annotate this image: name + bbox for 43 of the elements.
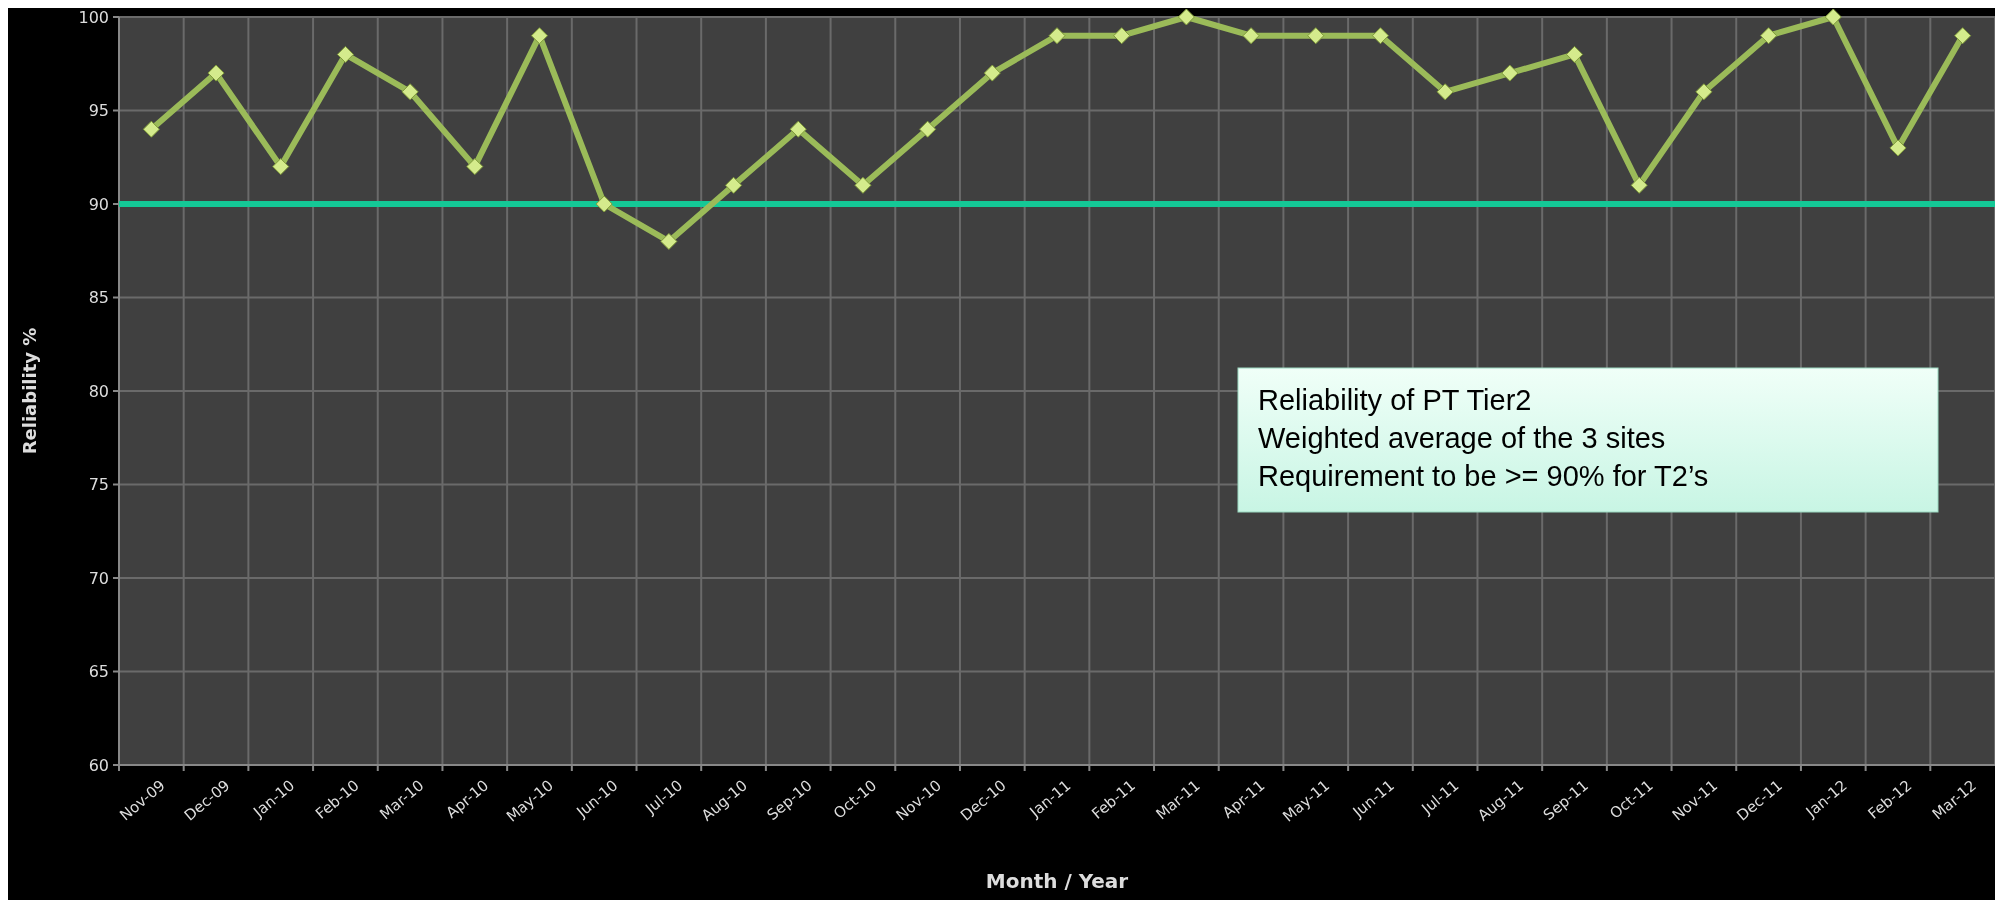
y-tick-label: 70 [88,568,109,588]
y-tick-label: 75 [88,475,109,495]
point [1889,139,1907,157]
point [789,120,807,138]
point [1048,27,1066,45]
point [1113,27,1131,45]
y-tick-label: 60 [88,755,109,775]
point [595,195,613,213]
y-tick-label: 80 [88,381,109,401]
y-tick-label: 100 [78,7,109,27]
y-tick-label: 90 [88,194,109,214]
point [272,158,290,176]
point [919,120,937,138]
point [660,232,678,250]
y-tick-label: 95 [88,101,109,121]
x-axis-title: Month / Year [985,869,1129,893]
point [401,83,419,101]
y-tick-label: 85 [88,288,109,308]
point [1954,27,1972,45]
point [530,27,548,45]
annotation: Requirement to be >= 90% for T2’s [1258,460,1709,492]
point [1695,83,1713,101]
annotation: Reliability of PT Tier2 [1258,384,1532,416]
point [983,64,1001,82]
point [1242,27,1260,45]
point [336,45,354,63]
annotation: Weighted average of the 3 sites [1258,422,1666,454]
point [1760,27,1778,45]
point [854,176,872,194]
point [725,176,743,194]
point [1436,83,1454,101]
point [1501,64,1519,82]
point [1307,27,1325,45]
y-tick-label: 65 [88,662,109,682]
point [1630,176,1648,194]
point [466,158,484,176]
point [1566,45,1584,63]
point [1824,8,1842,26]
point [1177,8,1195,26]
y-axis-title: Reliability % [19,327,40,455]
point [207,64,225,82]
point [142,120,160,138]
point [1371,27,1389,45]
